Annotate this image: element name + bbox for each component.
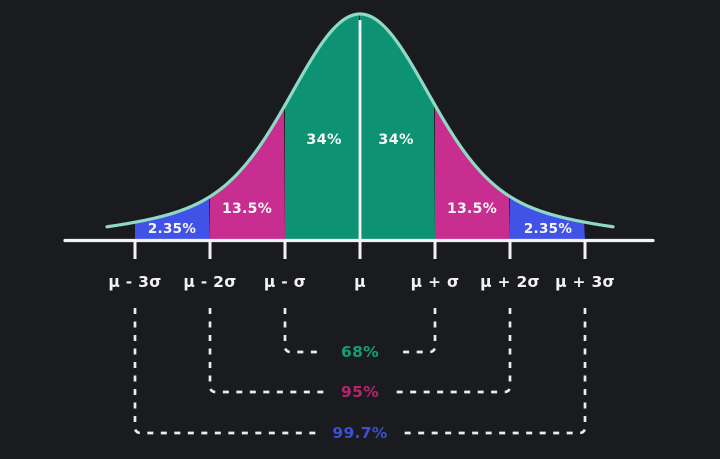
region-label-left-2-35: 2.35%	[148, 221, 197, 237]
x-tick-label-mu-plus-2sigma: μ + 2σ	[480, 273, 540, 291]
bracket-68%-right	[396, 308, 437, 354]
bracket-68%-left	[283, 308, 324, 354]
x-tick-label-mu-plus-3sigma: μ + 3σ	[555, 273, 615, 291]
bracket-label-95: 95%	[341, 383, 379, 401]
x-tick-label-mu-minus-3sigma: μ - 3σ	[108, 273, 161, 291]
bracket-label-99-7: 99.7%	[332, 424, 387, 442]
region-μ - σ-to-μ	[285, 14, 360, 240]
bracket-99.7%-left	[133, 308, 320, 435]
region-label-right-13-5: 13.5%	[447, 201, 497, 217]
distribution-regions	[135, 14, 585, 241]
x-tick-label-mu: μ	[354, 273, 366, 291]
bracket-95%-left	[208, 308, 324, 394]
x-tick-label-mu-plus-sigma: μ + σ	[411, 273, 460, 291]
x-tick-label-mu-minus-2sigma: μ - 2σ	[183, 273, 236, 291]
bracket-label-68: 68%	[341, 343, 379, 361]
bracket-99.7%-right	[400, 308, 587, 435]
bracket-95%-right	[396, 308, 512, 394]
region-label-left-34: 34%	[306, 132, 342, 148]
region-μ - 2σ-to-μ - σ	[210, 106, 285, 240]
region-label-right-2-35: 2.35%	[524, 221, 573, 237]
region-label-left-13-5: 13.5%	[222, 201, 272, 217]
x-tick-label-mu-minus-sigma: μ - σ	[264, 273, 306, 291]
axis-ticks	[133, 241, 587, 259]
region-μ-to-μ + σ	[360, 14, 435, 240]
range-brackets	[133, 308, 587, 435]
bell-curve-line	[105, 12, 615, 229]
region-label-right-34: 34%	[378, 132, 414, 148]
